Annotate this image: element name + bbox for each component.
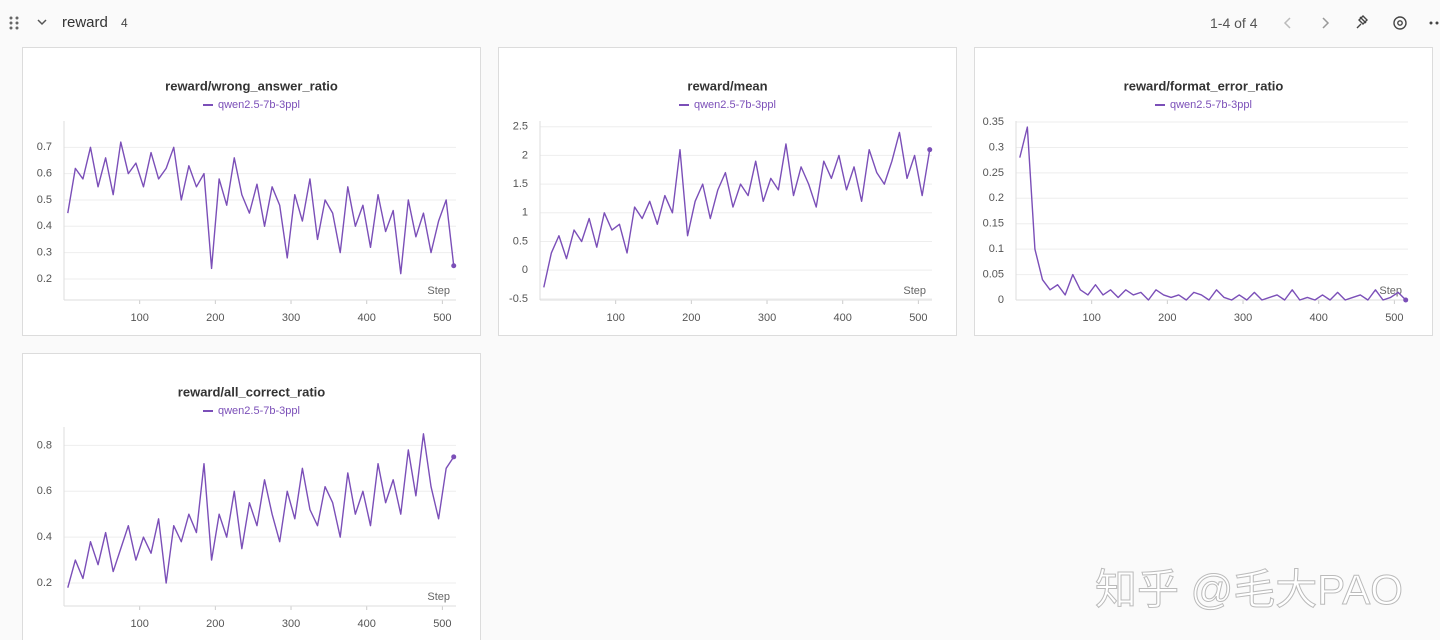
end-point: [451, 454, 457, 460]
end-point: [927, 147, 933, 153]
y-tick-label: 2: [522, 149, 528, 161]
prev-page[interactable]: [1280, 12, 1296, 34]
y-tick-label: 0.2: [37, 577, 52, 589]
legend-label: qwen2.5-7b-3ppl: [218, 405, 300, 417]
y-tick-label: 0.6: [37, 485, 52, 497]
y-tick-label: 0.5: [37, 194, 52, 206]
chart-panel: reward/wrong_answer_ratio 0.2 0.3 0.4 0.5 0.6…: [22, 47, 481, 336]
y-tick-label: 0.2: [37, 273, 52, 285]
x-axis-label: Step: [903, 285, 926, 297]
y-tick-label: 0.05: [983, 268, 1004, 280]
y-tick-label: 0.5: [513, 235, 528, 247]
y-tick-label: 0.25: [983, 167, 1004, 179]
chart-title: reward/mean: [687, 78, 767, 93]
pagination: 1-4 of 4: [1210, 15, 1258, 31]
x-tick-label: 300: [758, 312, 776, 324]
y-tick-label: 0.8: [37, 439, 52, 451]
x-axis-label: Step: [1379, 285, 1402, 297]
next-page[interactable]: [1317, 12, 1333, 34]
y-tick-label: 1.5: [513, 178, 528, 190]
chart-panel: reward/mean -0.5 0 0.5 1 1.5 2 2.5 100 200 300 400 5…: [498, 47, 957, 336]
x-axis-label: Step: [427, 285, 450, 297]
y-tick-label: 0.4: [37, 531, 52, 543]
x-tick-label: 200: [206, 618, 224, 630]
chart-title: reward/format_error_ratio: [1124, 78, 1284, 93]
panel-frame: [22, 47, 481, 336]
watermark: 知乎 @毛大PAO: [1095, 566, 1404, 614]
x-tick-label: 500: [1385, 312, 1403, 324]
series-line: [1019, 126, 1407, 301]
settings-button[interactable]: [1391, 12, 1409, 34]
series-line: [67, 433, 455, 588]
x-tick-label: 500: [909, 312, 927, 324]
panel-frame: [22, 353, 481, 640]
x-tick-label: 300: [282, 312, 300, 324]
more-button[interactable]: [1428, 12, 1440, 34]
y-tick-label: 0.3: [37, 247, 52, 259]
x-tick-label: 100: [130, 618, 148, 630]
y-tick-label: 2.5: [513, 121, 528, 133]
end-point: [451, 263, 457, 269]
chart-title: reward/all_correct_ratio: [178, 384, 325, 399]
section-title: reward: [62, 14, 108, 31]
y-tick-label: 0.2: [989, 192, 1004, 204]
y-tick-label: 0.15: [983, 218, 1004, 230]
y-tick-label: 1: [522, 207, 528, 219]
legend-label: qwen2.5-7b-3ppl: [218, 99, 300, 111]
collapse-toggle[interactable]: [34, 12, 50, 32]
x-tick-label: 500: [433, 618, 451, 630]
x-tick-label: 100: [606, 312, 624, 324]
x-tick-label: 300: [282, 618, 300, 630]
chart-panel: reward/format_error_ratio 0 0.05 0.1 0.15 0.2…: [974, 47, 1433, 336]
end-point: [1403, 297, 1409, 303]
y-tick-label: 0: [998, 294, 1004, 306]
y-tick-label: 0.35: [983, 116, 1004, 128]
panel-frame: [498, 47, 957, 336]
x-tick-label: 300: [1234, 312, 1252, 324]
series-line: [67, 141, 455, 275]
x-axis-label: Step: [427, 591, 450, 603]
x-tick-label: 200: [1158, 312, 1176, 324]
chart-title: reward/wrong_answer_ratio: [165, 78, 338, 93]
panel-frame: [974, 47, 1433, 336]
drag-handle[interactable]: [6, 12, 22, 32]
x-tick-label: 400: [358, 618, 376, 630]
chart-panel: reward/all_correct_ratio 0.2 0.4 0.6 0.8 100 2…: [22, 353, 481, 640]
x-tick-label: 100: [1082, 312, 1100, 324]
series-line: [543, 131, 931, 288]
x-tick-label: 400: [358, 312, 376, 324]
legend-label: qwen2.5-7b-3ppl: [1170, 99, 1252, 111]
y-tick-label: 0.7: [37, 141, 52, 153]
x-tick-label: 200: [206, 312, 224, 324]
y-tick-label: 0.6: [37, 168, 52, 180]
panel-count: 4: [121, 16, 128, 30]
x-tick-label: 500: [433, 312, 451, 324]
pin-button[interactable]: [1352, 12, 1370, 34]
x-tick-label: 400: [834, 312, 852, 324]
y-tick-label: 0.3: [989, 141, 1004, 153]
y-tick-label: 0.4: [37, 220, 52, 232]
x-tick-label: 100: [130, 312, 148, 324]
y-tick-label: 0.1: [989, 243, 1004, 255]
y-tick-label: -0.5: [509, 293, 528, 305]
y-tick-label: 0: [522, 264, 528, 276]
x-tick-label: 200: [682, 312, 700, 324]
legend-label: qwen2.5-7b-3ppl: [694, 99, 776, 111]
x-tick-label: 400: [1310, 312, 1328, 324]
